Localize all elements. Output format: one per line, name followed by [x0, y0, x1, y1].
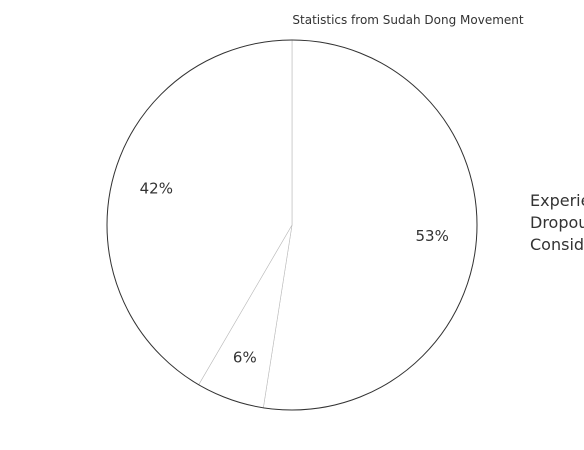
chart-title: Statistics from Sudah Dong Movement	[292, 13, 524, 27]
pie-outline	[106, 39, 478, 411]
slice-percent-label-2: 6%	[233, 348, 257, 366]
legend: Experie Dropou Consid	[530, 191, 584, 254]
pie-slice-1	[263, 39, 478, 411]
slice-percent-label-1: 53%	[416, 227, 449, 245]
legend-item-2: Dropou	[530, 213, 584, 232]
pie-slices	[106, 39, 478, 411]
legend-item-1: Experie	[530, 191, 584, 210]
slice-labels: 53% 6% 42%	[140, 179, 449, 366]
legend-item-3: Consid	[530, 235, 584, 254]
slice-percent-label-3: 42%	[140, 179, 173, 197]
